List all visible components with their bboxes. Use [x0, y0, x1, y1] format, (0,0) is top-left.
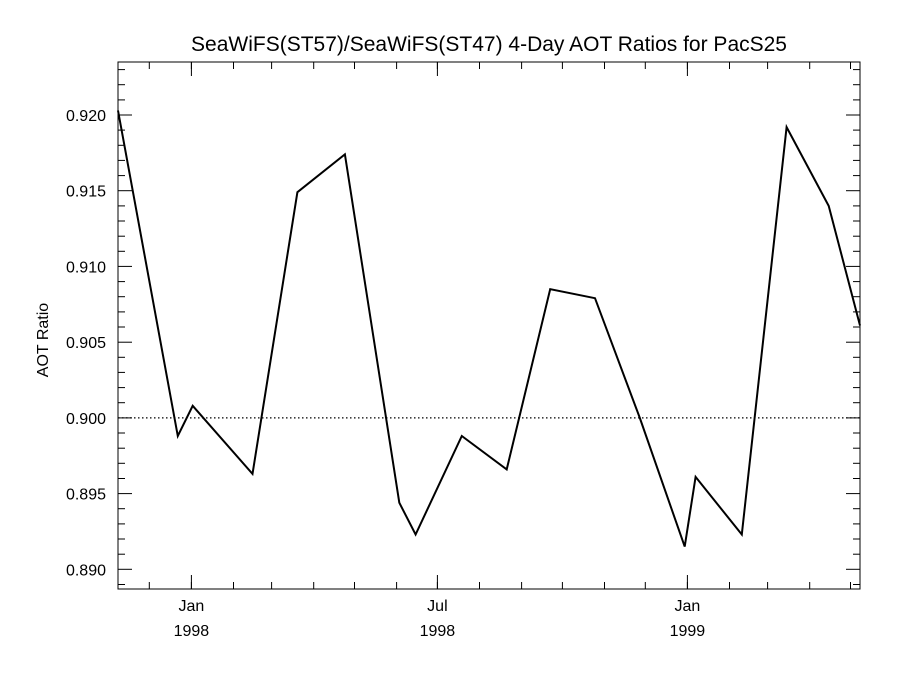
y-tick-label: 0.890 — [66, 562, 106, 579]
y-axis-label: AOT Ratio — [35, 303, 52, 378]
y-tick-label: 0.920 — [66, 108, 106, 125]
y-tick-label: 0.915 — [66, 184, 106, 201]
x-tick-label-year: 1998 — [420, 623, 456, 640]
y-tick-labels: 0.890 0.895 0.900 0.905 0.910 0.915 0.920 — [66, 108, 106, 579]
axis-ticks — [118, 62, 860, 589]
y-tick-label: 0.910 — [66, 259, 106, 276]
series-line — [117, 110, 861, 547]
y-tick-label: 0.905 — [66, 335, 106, 352]
y-tick-label: 0.900 — [66, 411, 106, 428]
x-tick-label-month: Jan — [179, 598, 205, 615]
x-tick-label-year: 1998 — [174, 623, 210, 640]
plot-frame — [117, 61, 861, 590]
x-tick-label-month: Jul — [427, 598, 447, 615]
x-tick-label-month: Jan — [675, 598, 701, 615]
x-tick-labels: Jan 1998 Jul 1998 Jan 1999 — [174, 598, 706, 640]
x-tick-label-year: 1999 — [670, 623, 706, 640]
chart-title: SeaWiFS(ST57)/SeaWiFS(ST47) 4-Day AOT Ra… — [191, 33, 787, 56]
y-tick-label: 0.895 — [66, 487, 106, 504]
